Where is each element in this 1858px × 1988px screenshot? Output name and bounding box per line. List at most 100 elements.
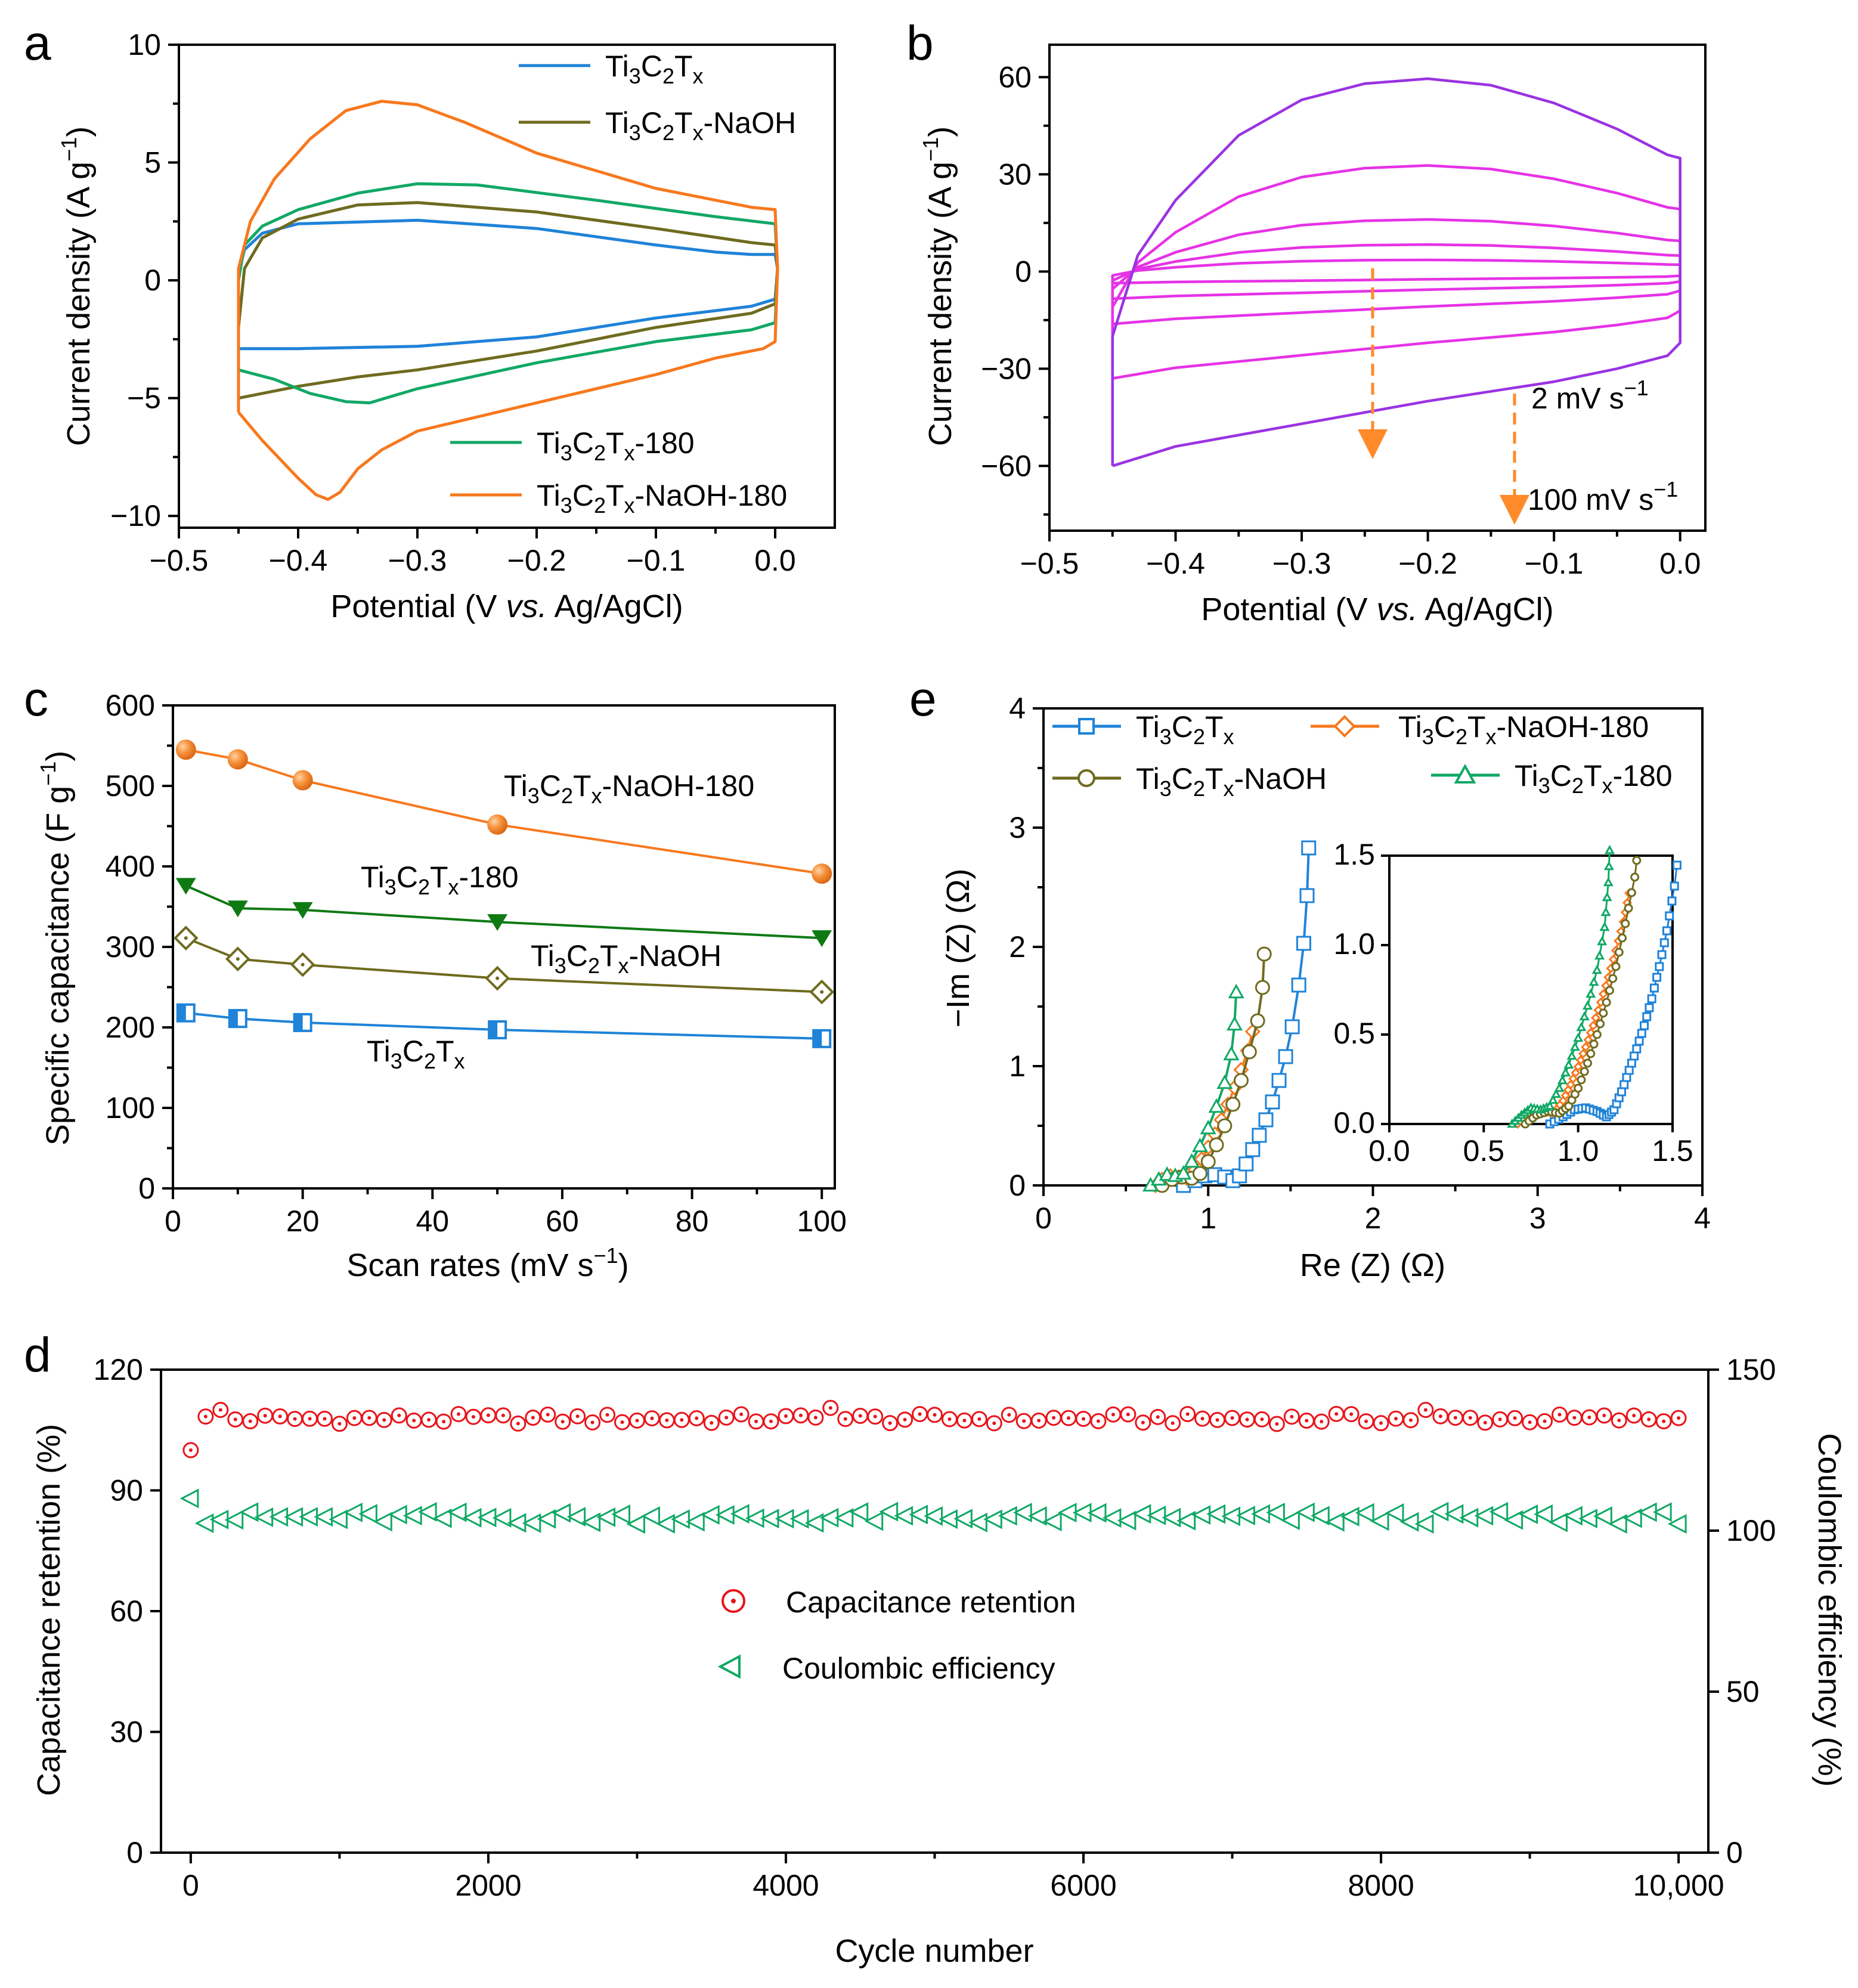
retention-point-center bbox=[1647, 1417, 1651, 1422]
x-tick-label: 80 bbox=[676, 1204, 709, 1238]
nyquist-line bbox=[1183, 847, 1310, 1187]
legend-e-naoh-180: Ti3C2Tx-NaOH-180 bbox=[1398, 710, 1649, 749]
retention-point-center bbox=[784, 1414, 788, 1418]
inset-y-tick-label: 1.5 bbox=[1333, 838, 1375, 871]
y-tick-label: 30 bbox=[110, 1715, 143, 1749]
retention-point-center bbox=[1022, 1419, 1026, 1423]
efficiency-point bbox=[671, 1509, 690, 1529]
data-point bbox=[1574, 1083, 1583, 1093]
legend-label-ti3c2tx-180: Ti3C2Tx-180 bbox=[537, 426, 695, 465]
panel-b-y-ticks: −60 −30 0 30 60 bbox=[981, 60, 1049, 516]
data-point bbox=[1647, 994, 1656, 1004]
data-point bbox=[1241, 1044, 1257, 1060]
cv-curve bbox=[237, 100, 779, 501]
retention-point-center bbox=[308, 1417, 312, 1421]
data-point bbox=[1634, 1036, 1644, 1046]
data-point bbox=[1621, 919, 1630, 928]
y-tick-label: 0 bbox=[144, 264, 161, 297]
data-point bbox=[1580, 1067, 1589, 1076]
retention-point-center bbox=[888, 1421, 892, 1425]
panel-a-y-ticks: −10 −5 0 5 10 bbox=[110, 28, 179, 532]
retention-point-center bbox=[427, 1417, 431, 1422]
data-point bbox=[1575, 1055, 1586, 1066]
data-point-center bbox=[820, 990, 824, 994]
data-point bbox=[1655, 962, 1664, 971]
x-tick-label: −0.4 bbox=[1146, 547, 1205, 580]
retention-point-center bbox=[1200, 1417, 1204, 1421]
data-point bbox=[1627, 1058, 1636, 1068]
data-point bbox=[1565, 1079, 1576, 1090]
legend-marker-triangle bbox=[1454, 763, 1476, 784]
retention-point-center bbox=[382, 1418, 386, 1422]
data-point bbox=[1299, 888, 1315, 903]
efficiency-point bbox=[1117, 1510, 1137, 1531]
y-tick-label: 500 bbox=[106, 769, 155, 803]
panel-e-x-axis-title: Re (Z) (Ω) bbox=[1300, 1247, 1445, 1283]
efficiency-point bbox=[1355, 1503, 1374, 1523]
data-point bbox=[1622, 1073, 1631, 1082]
retention-point-center bbox=[680, 1418, 684, 1422]
panel-b-series bbox=[1111, 77, 1682, 467]
efficiency-point bbox=[1652, 1502, 1672, 1522]
inset-x-tick-label: 1.0 bbox=[1557, 1134, 1599, 1168]
efficiency-point bbox=[939, 1509, 958, 1529]
x-tick-label: −0.3 bbox=[388, 544, 447, 577]
efficiency-point bbox=[239, 1502, 259, 1522]
data-point bbox=[1630, 872, 1640, 882]
efficiency-point bbox=[1012, 1503, 1032, 1523]
y-tick-label: 120 bbox=[94, 1353, 143, 1386]
data-point bbox=[1586, 988, 1596, 998]
y-tick-label: −30 bbox=[981, 352, 1032, 385]
efficiency-point bbox=[1221, 1506, 1241, 1526]
data-point bbox=[1223, 1045, 1240, 1061]
data-point bbox=[1579, 1011, 1590, 1021]
retention-point-center bbox=[1305, 1419, 1309, 1423]
data-point bbox=[1576, 1021, 1587, 1032]
data-point bbox=[1591, 964, 1602, 974]
retention-point-center bbox=[1379, 1421, 1383, 1425]
data-point bbox=[1301, 840, 1317, 856]
efficiency-point bbox=[1667, 1514, 1687, 1534]
data-point bbox=[1596, 1019, 1605, 1029]
retention-point-center bbox=[1111, 1413, 1115, 1417]
retention-point-center bbox=[1557, 1413, 1562, 1417]
efficiency-point bbox=[417, 1502, 437, 1522]
retention-point-center bbox=[933, 1413, 937, 1417]
data-point bbox=[1256, 946, 1272, 962]
data-point bbox=[1278, 1049, 1293, 1064]
legend-d-efficiency: Coulombic efficiency bbox=[782, 1652, 1055, 1685]
data-point bbox=[1238, 1156, 1254, 1172]
data-point bbox=[812, 863, 832, 884]
panel-d-x-axis-title: Cycle number bbox=[835, 1933, 1033, 1969]
x-tick-label: −0.4 bbox=[269, 544, 328, 577]
efficiency-point bbox=[194, 1513, 214, 1534]
efficiency-point bbox=[432, 1508, 452, 1528]
panel-b-y-axis-title: Current density (A g−1) bbox=[918, 126, 958, 446]
data-point bbox=[1216, 1074, 1233, 1089]
retention-point-center bbox=[516, 1422, 520, 1426]
retention-point-center bbox=[1320, 1420, 1324, 1424]
data-point bbox=[1573, 1061, 1583, 1072]
efficiency-point bbox=[879, 1501, 899, 1522]
efficiency-point bbox=[1504, 1510, 1523, 1530]
data-point bbox=[1583, 1035, 1593, 1045]
retention-point-center bbox=[442, 1420, 446, 1424]
y-tick-label: 2 bbox=[1009, 930, 1026, 964]
x-tick-label: 40 bbox=[416, 1204, 449, 1238]
panel-d-y-axis-title-left: Capacitance retention (%) bbox=[31, 1424, 67, 1796]
data-point bbox=[1291, 977, 1306, 993]
efficiency-point bbox=[1206, 1504, 1226, 1524]
legend-e-180: Ti3C2Tx-180 bbox=[1515, 759, 1673, 798]
data-point bbox=[1600, 906, 1611, 916]
retention-point-center bbox=[1662, 1419, 1666, 1423]
data-point bbox=[1557, 1074, 1568, 1085]
efficiency-point bbox=[1593, 1506, 1612, 1526]
x-tick-label: 4000 bbox=[753, 1869, 819, 1902]
retention-point-center bbox=[1468, 1416, 1472, 1420]
data-point bbox=[292, 902, 313, 919]
efficiency-point bbox=[447, 1502, 467, 1522]
retention-point-center bbox=[575, 1414, 580, 1419]
panel-e-series bbox=[1142, 840, 1317, 1194]
data-point bbox=[1569, 1041, 1580, 1051]
data-point bbox=[812, 930, 832, 947]
